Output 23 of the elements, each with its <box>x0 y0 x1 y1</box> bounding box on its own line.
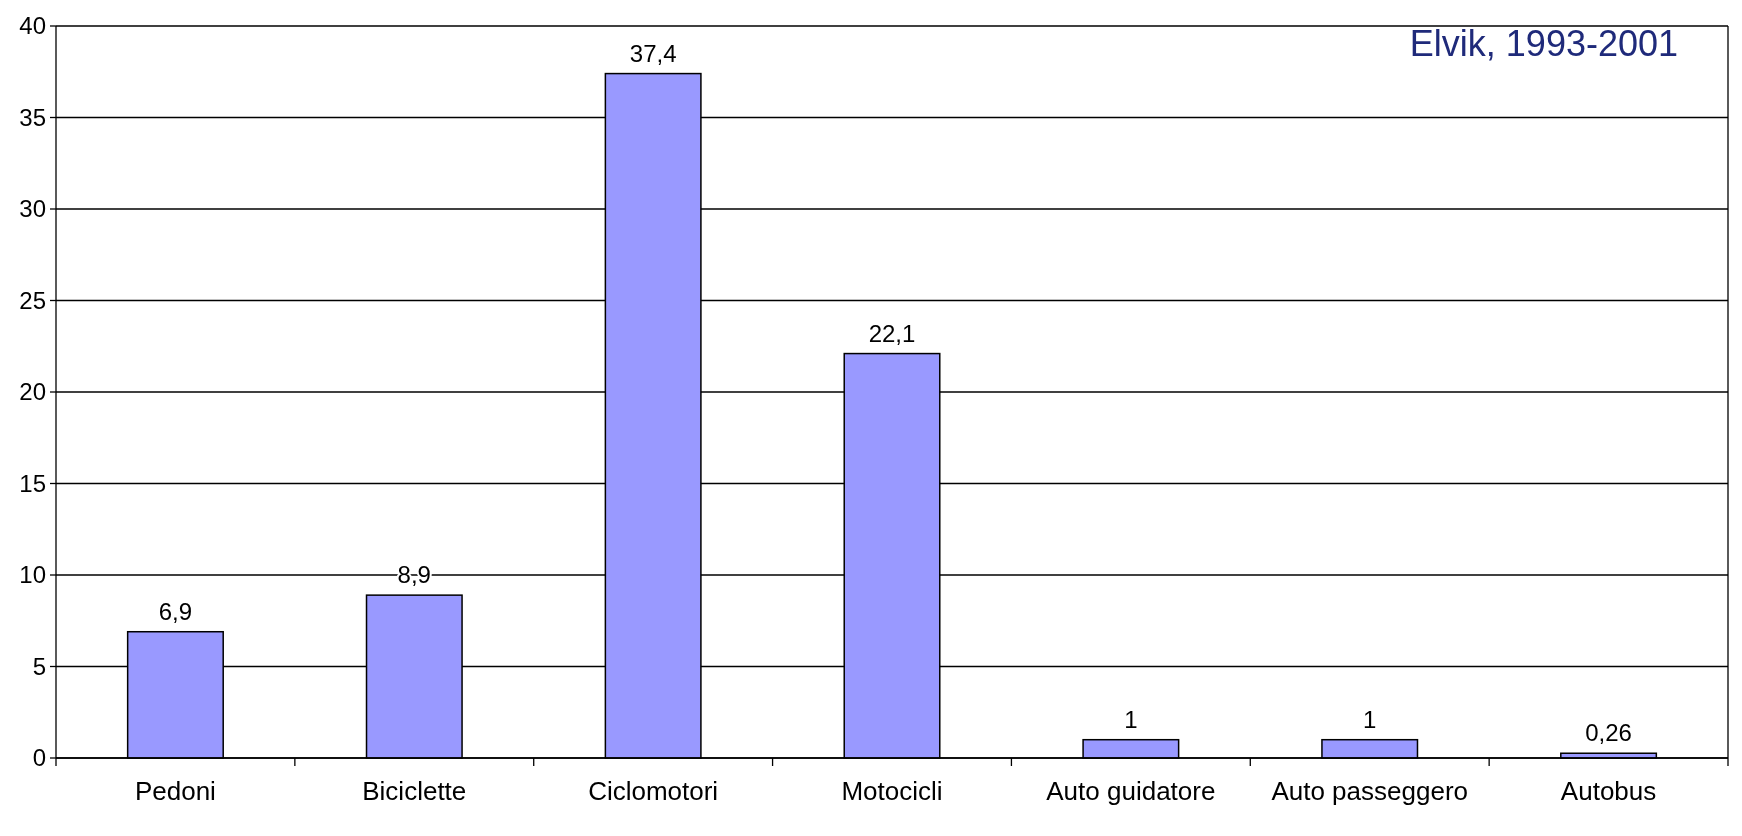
x-tick-label: Motocicli <box>841 776 943 806</box>
y-tick-label: 10 <box>19 561 46 589</box>
data-label: 37,4 <box>629 39 677 67</box>
data-label: 6,9 <box>158 597 193 625</box>
x-tick-label: Auto guidatore <box>1046 776 1216 806</box>
data-label: 1 <box>1363 705 1377 733</box>
y-tick-label: 15 <box>19 469 46 497</box>
data-label: 0,26 <box>1585 719 1632 747</box>
y-tick-label: 0 <box>32 744 46 772</box>
y-tick-label: 35 <box>19 103 46 131</box>
annotation: Elvik, 1993-2001 <box>1409 23 1678 64</box>
y-tick-label: 20 <box>19 378 46 406</box>
y-tick-label: 30 <box>19 195 46 223</box>
data-label: 22,1 <box>868 319 916 347</box>
x-tick-label: Ciclomotori <box>588 776 719 806</box>
y-tick-label: 25 <box>19 286 46 314</box>
x-tick-label: Biciclette <box>362 776 467 806</box>
data-label: 1 <box>1124 705 1138 733</box>
x-tick-label: Auto passeggero <box>1271 776 1469 806</box>
x-tick-label: Pedoni <box>134 776 216 806</box>
y-tick-label: 40 <box>19 12 46 40</box>
y-tick-label: 5 <box>32 652 46 680</box>
x-tick-label: Autobus <box>1560 776 1657 806</box>
